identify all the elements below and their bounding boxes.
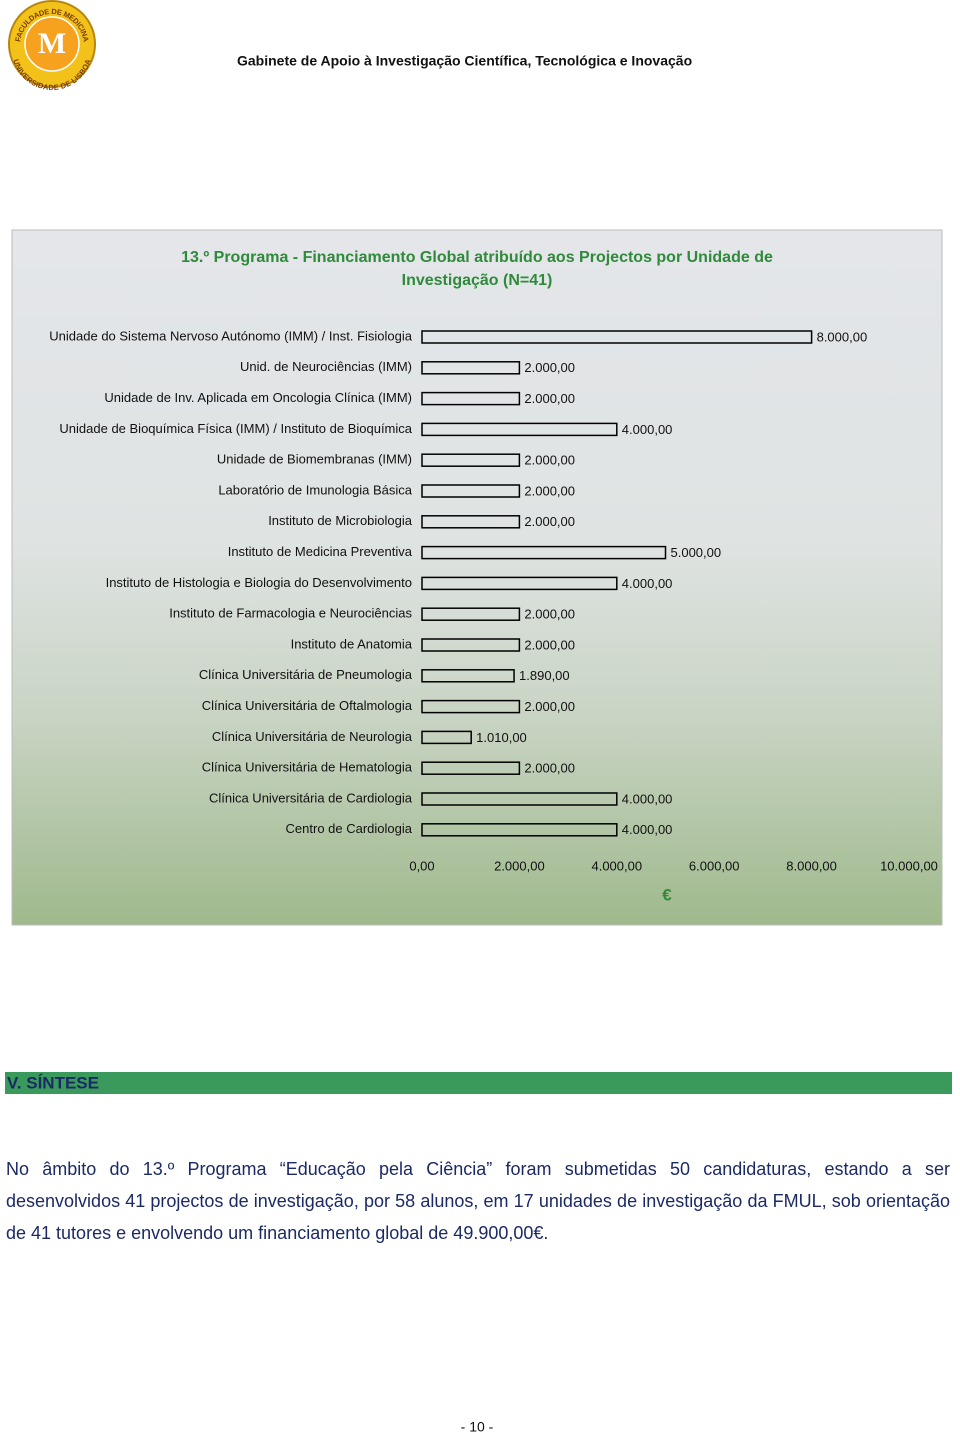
value-label: 2.000,00 — [524, 360, 575, 375]
category-label: Clínica Universitária de Neurologia — [212, 729, 413, 744]
category-label: Unidade de Bioquímica Física (IMM) / Ins… — [59, 421, 412, 436]
x-tick-label: 4.000,00 — [591, 858, 642, 873]
bar — [421, 391, 521, 406]
value-label: 4.000,00 — [622, 791, 673, 806]
chart-title: 13.º Programa - Financiamento Global atr… — [181, 249, 773, 266]
bar — [421, 484, 521, 498]
value-label: 1.010,00 — [476, 730, 527, 745]
value-label: 2.000,00 — [524, 514, 575, 529]
value-label: 2.000,00 — [524, 391, 575, 406]
value-label: 2.000,00 — [524, 453, 575, 468]
value-label: 2.000,00 — [524, 483, 575, 498]
bar — [421, 607, 521, 621]
category-label: Clínica Universitária de Cardiologia — [209, 790, 413, 805]
section-heading: V. SÍNTESE — [7, 1073, 99, 1092]
page-number: - 10 - — [461, 1419, 494, 1435]
category-label: Clínica Universitária de Hematologia — [202, 760, 413, 775]
bar — [421, 792, 618, 806]
category-label: Instituto de Microbiologia — [268, 513, 413, 528]
paragraph: No âmbito do 13.º Programa “Educação pel… — [6, 1159, 950, 1243]
value-label: 2.000,00 — [524, 699, 575, 714]
bar — [421, 730, 472, 745]
x-tick-label: 10.000,00 — [880, 858, 938, 873]
category-label: Clínica Universitária de Oftalmologia — [202, 698, 413, 713]
value-label: 4.000,00 — [622, 576, 673, 591]
chart: 13.º Programa - Financiamento Global atr… — [49, 249, 938, 904]
category-label: Instituto de Medicina Preventiva — [228, 544, 413, 559]
category-label: Unidade do Sistema Nervoso Autónomo (IMM… — [49, 328, 412, 343]
category-label: Unidade de Biomembranas (IMM) — [217, 452, 412, 467]
value-label: 8.000,00 — [817, 329, 868, 344]
logo: M FACULDADE DE MEDICINA UNIVERSIDADE DE … — [8, 0, 96, 92]
category-label: Instituto de Farmacologia e Neurociência… — [169, 606, 412, 621]
value-label: 2.000,00 — [524, 637, 575, 652]
value-label: 4.000,00 — [622, 422, 673, 437]
category-label: Instituto de Histologia e Biologia do De… — [106, 575, 412, 590]
category-label: Instituto de Anatomia — [291, 636, 413, 651]
chart-title: Investigação (N=41) — [402, 272, 553, 289]
x-tick-label: 0,00 — [409, 858, 434, 873]
value-label: 5.000,00 — [671, 545, 722, 560]
bar — [421, 823, 618, 837]
bar — [421, 422, 618, 437]
x-tick-label: 2.000,00 — [494, 858, 545, 873]
value-label: 4.000,00 — [622, 822, 673, 837]
category-label: Unidade de Inv. Aplicada em Oncologia Cl… — [104, 390, 412, 405]
section-bar — [5, 1072, 952, 1094]
bar — [421, 361, 521, 375]
bar — [421, 699, 521, 714]
header-text: Gabinete de Apoio à Investigação Científ… — [237, 53, 692, 69]
bar — [421, 515, 521, 529]
bar — [421, 545, 667, 560]
value-label: 1.890,00 — [519, 668, 570, 683]
bar — [421, 761, 521, 775]
category-label: Laboratório de Imunologia Básica — [218, 482, 412, 497]
bar — [421, 576, 618, 591]
category-label: Centro de Cardiologia — [286, 821, 413, 836]
value-label: 2.000,00 — [524, 607, 575, 622]
category-label: Clínica Universitária de Pneumologia — [199, 667, 413, 682]
svg-text:M: M — [38, 27, 66, 60]
x-axis-label: € — [662, 885, 672, 904]
bar — [421, 330, 813, 344]
x-tick-label: 8.000,00 — [786, 858, 837, 873]
bar — [421, 638, 521, 652]
value-label: 2.000,00 — [524, 761, 575, 776]
x-tick-label: 6.000,00 — [689, 858, 740, 873]
category-label: Unid. de Neurociências (IMM) — [240, 359, 412, 374]
bar — [421, 453, 521, 467]
bar — [421, 669, 515, 683]
